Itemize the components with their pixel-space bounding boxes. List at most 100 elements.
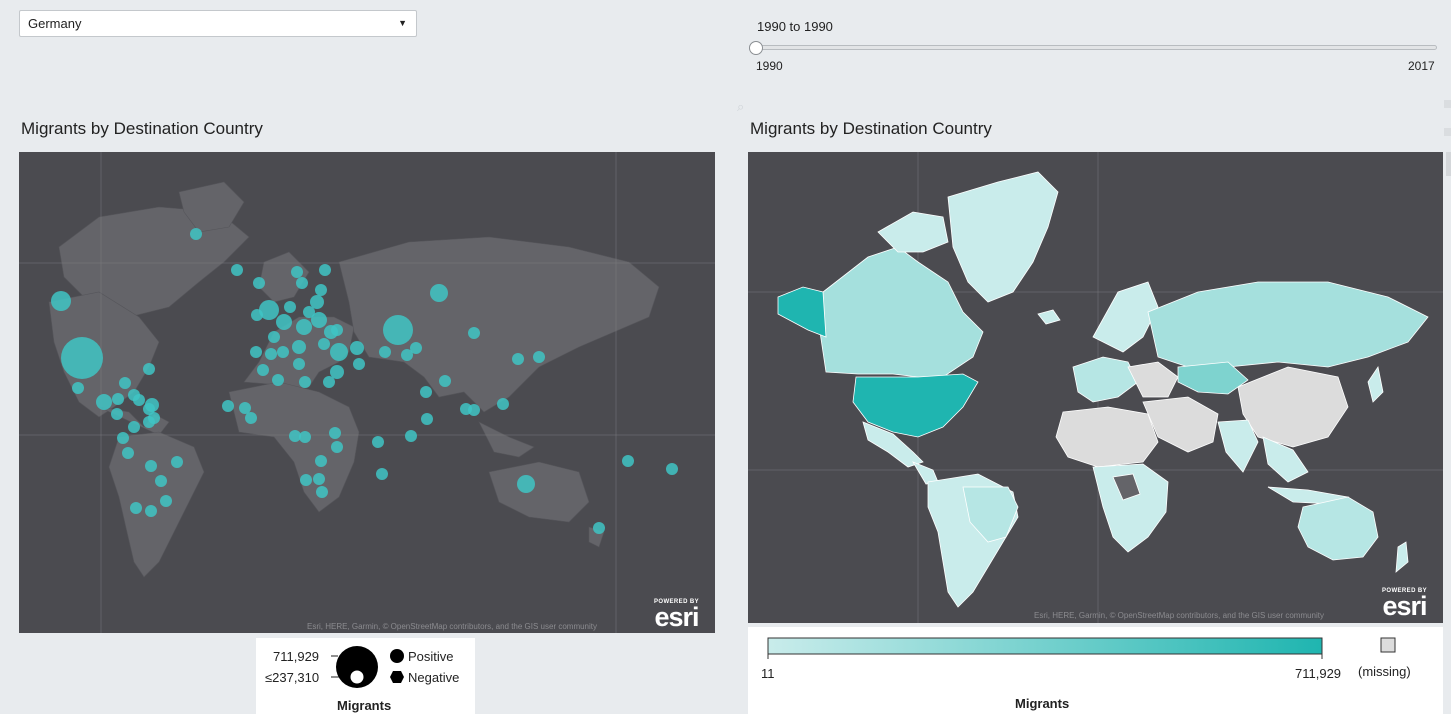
- country-africa-north: [1055, 406, 1159, 468]
- bubble: [145, 505, 157, 517]
- bubble: [330, 343, 348, 361]
- bubble-map[interactable]: Esri, HERE, Garmin, © OpenStreetMap cont…: [19, 152, 715, 633]
- bubble: [276, 314, 292, 330]
- bubble: [112, 393, 124, 405]
- bubble: [239, 402, 251, 414]
- bubble: [143, 416, 155, 428]
- bubble: [128, 421, 140, 433]
- bubble: [259, 300, 279, 320]
- map-attribution: Esri, HERE, Garmin, © OpenStreetMap cont…: [1034, 611, 1325, 620]
- bubble: [593, 522, 605, 534]
- country-scandinavia: [1092, 281, 1159, 353]
- bubble: [372, 436, 384, 448]
- legend-title: Migrants: [1015, 696, 1070, 711]
- bubble: [383, 315, 413, 345]
- country-africa-south: [1092, 463, 1169, 553]
- bubble: [313, 473, 325, 485]
- legend-min-label: 11: [761, 666, 775, 681]
- bubble: [315, 455, 327, 467]
- country-europe-east: [1127, 361, 1179, 398]
- bubble: [353, 358, 365, 370]
- bubble: [72, 382, 84, 394]
- country-europe-west: [1072, 356, 1139, 403]
- bubble: [190, 228, 202, 240]
- bubble: [257, 364, 269, 376]
- bubble: [268, 331, 280, 343]
- country-select[interactable]: Germany ▼: [19, 10, 417, 37]
- bubble: [284, 301, 296, 313]
- year-slider-track[interactable]: [756, 45, 1437, 50]
- bubble: [61, 337, 103, 379]
- country-iceland: [1037, 309, 1061, 325]
- chevron-down-icon: ▼: [398, 18, 407, 28]
- bubble: [299, 376, 311, 388]
- bubble: [96, 394, 112, 410]
- color-scale-legend: 11 711,929 (missing) Migrants: [748, 627, 1443, 714]
- legend-missing-label: (missing): [1358, 664, 1411, 679]
- bubble: [130, 502, 142, 514]
- esri-logo-text: esri: [654, 602, 699, 632]
- bubble: [622, 455, 634, 467]
- bubble: [315, 284, 327, 296]
- esri-logo-text: esri: [1382, 591, 1427, 621]
- bubble: [318, 338, 330, 350]
- bubble: [291, 266, 303, 278]
- bubble: [420, 386, 432, 398]
- bubble: [171, 456, 183, 468]
- map-attribution: Esri, HERE, Garmin, © OpenStreetMap cont…: [307, 622, 598, 631]
- country-layer: [777, 171, 1429, 608]
- bubble: [251, 309, 263, 321]
- bubble: [272, 374, 284, 386]
- legend-max-label: 711,929: [1295, 666, 1342, 681]
- year-slider-min-label: 1990: [756, 59, 783, 73]
- bubble: [512, 353, 524, 365]
- land-layer: [48, 181, 660, 578]
- bubble-layer: [51, 228, 678, 534]
- country-arctic-islands: [877, 211, 949, 253]
- bubble: [296, 319, 312, 335]
- bubble: [329, 427, 341, 439]
- country-middle-east: [1142, 396, 1219, 453]
- bubble: [311, 312, 327, 328]
- bubble: [145, 460, 157, 472]
- legend-color-ramp: [767, 637, 1396, 659]
- year-range-label: 1990 to 1990: [757, 19, 833, 34]
- bubble-size-legend: 711,929 ≤237,310 Positive Negative Migra…: [256, 638, 475, 714]
- bubble: [293, 358, 305, 370]
- bubble: [160, 495, 172, 507]
- country-alaska: [777, 286, 827, 338]
- year-slider-handle[interactable]: [749, 41, 763, 55]
- country-select-value: Germany: [28, 16, 82, 31]
- bubble: [323, 376, 335, 388]
- bubble: [517, 475, 535, 493]
- bubble: [405, 430, 417, 442]
- bubble: [421, 413, 433, 425]
- legend-min-label: ≤237,310: [265, 670, 320, 685]
- legend-positive-label: Positive: [408, 649, 454, 664]
- esri-powered-label: POWERED BY: [1382, 588, 1428, 594]
- right-panel-title: Migrants by Destination Country: [750, 119, 992, 138]
- bubble: [319, 264, 331, 276]
- bubble: [376, 468, 388, 480]
- choropleth-map[interactable]: Esri, HERE, Garmin, © OpenStreetMap cont…: [748, 152, 1443, 623]
- bubble: [350, 341, 364, 355]
- country-congo: [1112, 473, 1141, 501]
- bubble: [250, 346, 262, 358]
- esri-logo-icon: POWERED BY esri: [1382, 588, 1428, 621]
- bubble: [51, 291, 71, 311]
- bubble: [468, 404, 480, 416]
- country-kazakhstan: [1177, 361, 1249, 395]
- panel-toolbar-edge[interactable]: [1441, 100, 1451, 180]
- bubble: [133, 394, 145, 406]
- search-icon[interactable]: ⌕: [737, 99, 745, 114]
- esri-powered-label: POWERED BY: [654, 599, 700, 605]
- bubble: [253, 277, 265, 289]
- country-se-asia: [1262, 436, 1309, 483]
- bubble: [533, 351, 545, 363]
- bubble: [379, 346, 391, 358]
- bubble: [111, 408, 123, 420]
- legend-negative-label: Negative: [408, 670, 460, 685]
- bubble: [439, 375, 451, 387]
- country-greenland: [947, 171, 1059, 303]
- bubble: [155, 475, 167, 487]
